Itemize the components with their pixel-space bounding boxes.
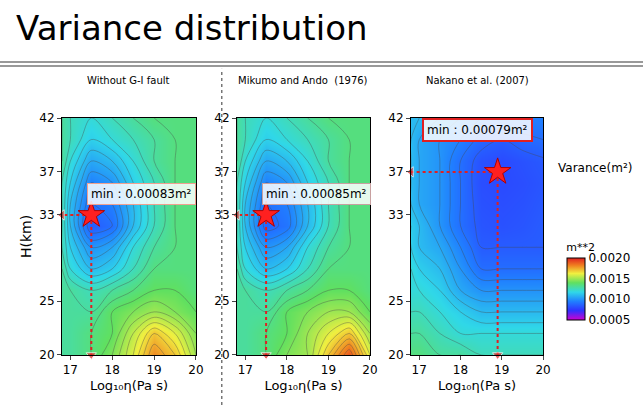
svg-text:Log₁₀η(Pa s): Log₁₀η(Pa s) xyxy=(264,378,342,393)
svg-text:18: 18 xyxy=(279,363,294,377)
svg-text:42: 42 xyxy=(388,111,403,125)
svg-text:Log₁₀η(Pa s): Log₁₀η(Pa s) xyxy=(90,378,168,393)
svg-text:18: 18 xyxy=(453,363,468,377)
svg-text:19: 19 xyxy=(146,363,161,377)
svg-text:19: 19 xyxy=(494,363,509,377)
svg-text:0.0015: 0.0015 xyxy=(588,272,630,286)
svg-text:20: 20 xyxy=(388,348,403,362)
svg-text:20: 20 xyxy=(188,363,203,377)
svg-text:20: 20 xyxy=(214,348,229,362)
svg-text:25: 25 xyxy=(214,294,229,308)
svg-text:0.0010: 0.0010 xyxy=(588,292,630,306)
svg-text:17: 17 xyxy=(238,363,253,377)
svg-text:17: 17 xyxy=(63,363,78,377)
svg-text:18: 18 xyxy=(105,363,120,377)
svg-text:20: 20 xyxy=(39,348,54,362)
svg-text:42: 42 xyxy=(214,111,229,125)
svg-text:42: 42 xyxy=(39,111,54,125)
svg-text:33: 33 xyxy=(388,208,403,222)
svg-text:37: 37 xyxy=(388,165,403,179)
svg-text:m**2: m**2 xyxy=(566,241,595,254)
svg-text:H(km): H(km) xyxy=(18,215,34,258)
svg-text:25: 25 xyxy=(39,294,54,308)
svg-text:25: 25 xyxy=(388,294,403,308)
svg-text:Variance distribution: Variance distribution xyxy=(16,8,367,48)
svg-text:Log₁₀η(Pa s): Log₁₀η(Pa s) xyxy=(438,378,516,393)
svg-text:20: 20 xyxy=(535,363,550,377)
svg-text:33: 33 xyxy=(214,208,229,222)
svg-text:Varance(m²): Varance(m²) xyxy=(558,161,632,175)
svg-text:0.0005: 0.0005 xyxy=(588,313,630,327)
svg-text:37: 37 xyxy=(39,165,54,179)
svg-text:20: 20 xyxy=(362,363,377,377)
svg-text:min : 0.00083m²: min : 0.00083m² xyxy=(91,187,192,201)
svg-text:17: 17 xyxy=(412,363,427,377)
svg-text:Mikumo and Ando (1976): Mikumo and Ando (1976) xyxy=(238,75,368,86)
svg-text:min : 0.00085m²: min : 0.00085m² xyxy=(266,187,367,201)
svg-text:Without G-I fault: Without G-I fault xyxy=(87,75,170,86)
svg-text:33: 33 xyxy=(39,208,54,222)
svg-text:min : 0.00079m²: min : 0.00079m² xyxy=(427,123,528,137)
svg-text:Nakano et al. (2007): Nakano et al. (2007) xyxy=(426,75,529,86)
svg-text:19: 19 xyxy=(321,363,336,377)
svg-text:0.0020: 0.0020 xyxy=(588,251,630,265)
svg-text:37: 37 xyxy=(214,165,229,179)
